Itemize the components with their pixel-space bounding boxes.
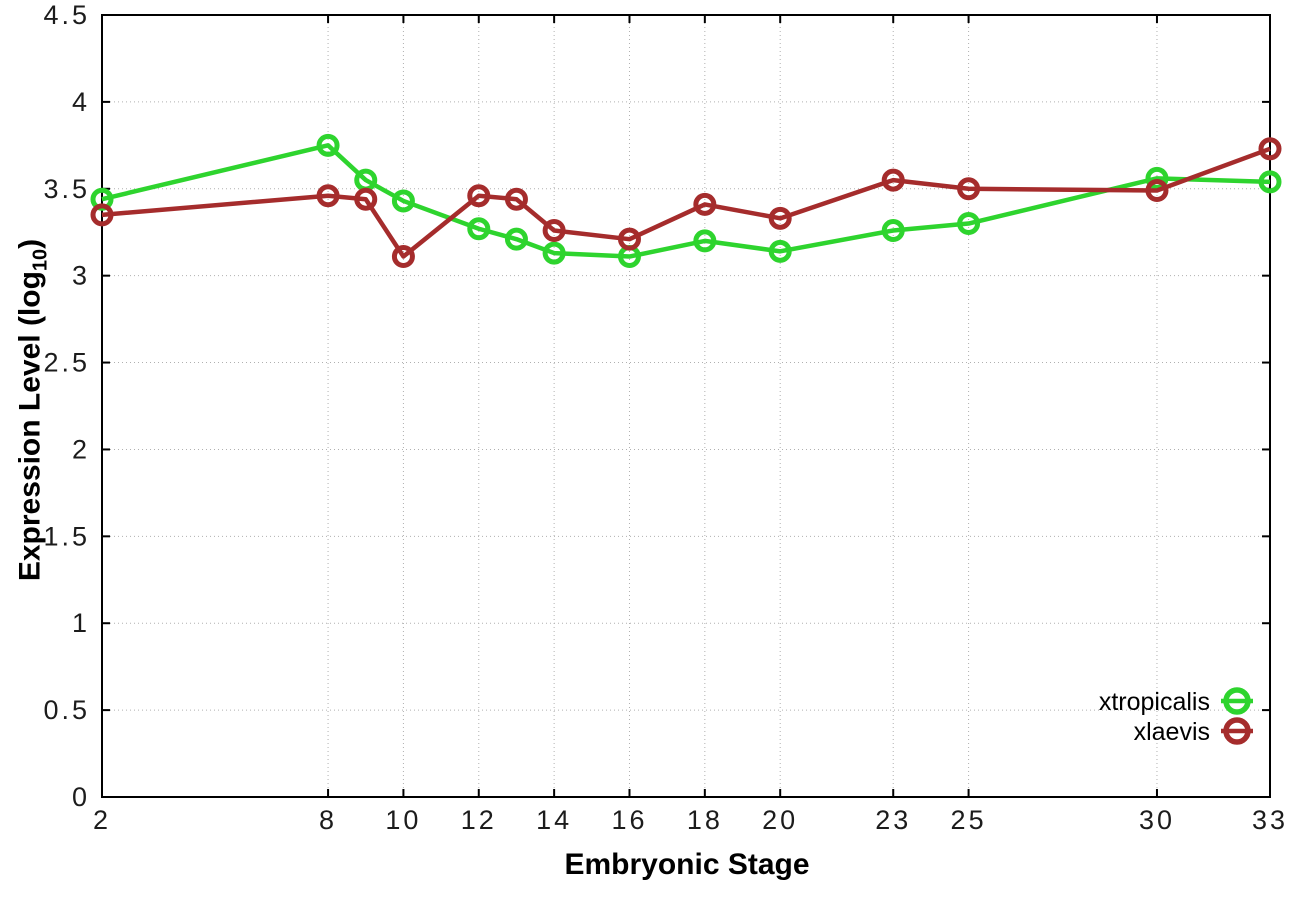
- xlaevis-marker: [467, 184, 491, 208]
- y-tick-label: 3.5: [43, 174, 90, 204]
- legend-marker-sample: [1223, 717, 1251, 745]
- x-tick-label: 8: [319, 805, 337, 835]
- xtropicalis-marker: [1145, 166, 1169, 190]
- y-tick-label: 4: [72, 87, 90, 117]
- xlaevis-marker: [1258, 137, 1282, 161]
- xtropicalis-marker: [542, 241, 566, 265]
- xlaevis-marker: [316, 184, 340, 208]
- x-tick-label: 16: [611, 805, 647, 835]
- series-xtropicalis: [90, 133, 1282, 269]
- x-tick-label: 10: [385, 805, 421, 835]
- xtropicalis-marker: [316, 133, 340, 157]
- y-tick-labels: 0 0.5 1 1.5 2 2.5 3 3.5 4 4.5: [43, 0, 90, 812]
- x-axis-title: Embryonic Stage: [564, 848, 810, 881]
- y-tick-label: 1: [72, 608, 90, 638]
- xlaevis-marker: [354, 187, 378, 211]
- y-tick-label: 2: [72, 434, 90, 464]
- xtropicalis-marker: [768, 239, 792, 263]
- xlaevis-marker: [504, 187, 528, 211]
- legend-item-xlaevis: xlaevis: [1134, 717, 1253, 746]
- x-tick-label: 18: [687, 805, 723, 835]
- series-xlaevis: [90, 137, 1282, 269]
- tick-marks: [101, 14, 1271, 798]
- legend-label-xtropicalis: xtropicalis: [1099, 688, 1210, 716]
- xlaevis-marker: [881, 168, 905, 192]
- xtropicalis-marker: [957, 212, 981, 236]
- xlaevis-marker: [1145, 179, 1169, 203]
- y-tick-label: 1.5: [43, 521, 90, 551]
- y-axis-title-close: ): [13, 238, 47, 249]
- xlaevis-line: [101, 146, 1271, 259]
- y-tick-label: 4.5: [43, 0, 90, 30]
- x-tick-label: 2: [93, 805, 111, 835]
- xlaevis-marker: [768, 206, 792, 230]
- y-tick-label: 3: [72, 261, 90, 291]
- plot-border: [101, 14, 1271, 798]
- x-tick-label: 30: [1139, 805, 1175, 835]
- gridlines: [101, 14, 1271, 798]
- xlaevis-marker: [617, 227, 641, 251]
- xtropicalis-marker: [467, 217, 491, 241]
- xlaevis-marker: [542, 218, 566, 242]
- xlaevis-marker: [957, 177, 981, 201]
- xtropicalis-marker: [1258, 170, 1282, 194]
- xlaevis-marker: [693, 192, 717, 216]
- xtropicalis-marker: [391, 189, 415, 213]
- xtropicalis-marker: [504, 227, 528, 251]
- y-tick-label: 2.5: [43, 348, 90, 378]
- y-axis-title-text: Expression Level (log: [13, 271, 47, 582]
- x-tick-label: 12: [461, 805, 497, 835]
- xlaevis-marker: [391, 245, 415, 269]
- xtropicalis-marker: [881, 218, 905, 242]
- legend-item-xtropicalis: xtropicalis: [1099, 687, 1253, 716]
- x-tick-label: 25: [951, 805, 987, 835]
- xtropicalis-marker: [693, 229, 717, 253]
- x-tick-labels: 2 8 10 12 14 16 18 20 23 25 30 33: [93, 805, 1288, 835]
- xlaevis-marker: [90, 203, 114, 227]
- y-axis-title-subscript: 10: [29, 248, 52, 272]
- x-tick-label: 20: [762, 805, 798, 835]
- x-tick-label: 23: [875, 805, 911, 835]
- x-tick-label: 14: [536, 805, 572, 835]
- x-tick-label: 33: [1252, 805, 1288, 835]
- legend-label-xlaevis: xlaevis: [1134, 718, 1210, 746]
- legend-marker-sample: [1223, 687, 1251, 715]
- y-tick-label: 0.5: [43, 695, 90, 725]
- y-tick-label: 0: [72, 782, 90, 812]
- y-axis-title: Expression Level (log10): [14, 239, 53, 581]
